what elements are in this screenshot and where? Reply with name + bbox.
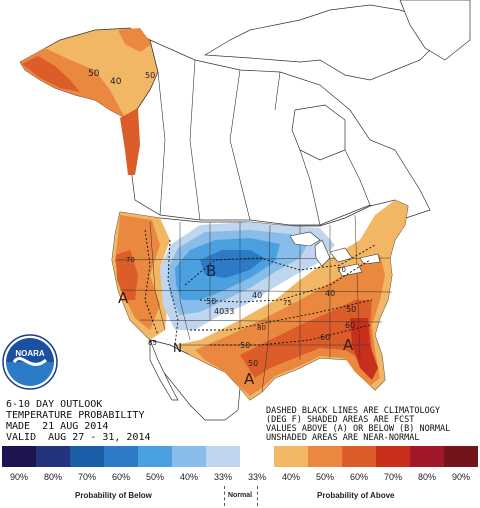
- label-s60: 60: [320, 333, 330, 342]
- legend-swatches: [2, 446, 478, 467]
- greenland: [399, 0, 471, 61]
- label-c4033: 4033: [214, 307, 234, 316]
- outlook-made: MADE 21 AUG 2014: [6, 421, 109, 432]
- below-caption: Probability of Below: [75, 491, 152, 500]
- outlook-title: 6-10 DAY OUTLOOK: [6, 399, 103, 410]
- outlook-subtitle: TEMPERATURE PROBABILITY: [6, 410, 145, 421]
- legend-swatch-5: [172, 446, 206, 467]
- label-c50: 50: [206, 297, 216, 306]
- label-clim75: 75: [283, 299, 292, 307]
- legend-swatch-11: [376, 446, 410, 467]
- label-c40: 40: [252, 291, 262, 300]
- legend-swatch-13: [444, 446, 478, 467]
- logo-text: NOARA: [15, 349, 45, 358]
- note-line-1: DASHED BLACK LINES ARE CLIMATOLOGY: [266, 406, 440, 416]
- canada-islands: [203, 4, 441, 81]
- legend-tick-12: 80%: [417, 472, 436, 482]
- label-n: N: [173, 341, 182, 355]
- label-alaska-50b: 50: [145, 71, 155, 80]
- normal-divider-left: [224, 486, 225, 506]
- great-lakes: [289, 231, 381, 277]
- probability-legend: 90% 80% 70% 60% 50% 40% 33% 33% 40% 50% 60% 70% 80% 9…: [0, 446, 480, 508]
- label-clim70: 70: [337, 266, 346, 274]
- legend-swatch-10: [342, 446, 376, 467]
- label-north-B: B: [206, 262, 216, 280]
- legend-tick-4: 50%: [145, 472, 164, 482]
- legend-swatch-6: [206, 446, 240, 467]
- bc-coast-above: [120, 108, 140, 175]
- province-lines: [157, 59, 371, 226]
- alaska-above-60: [22, 56, 80, 92]
- map-text: 50 40 50 A A A B N 50 4033 40 40 50 50 6…: [88, 69, 356, 388]
- alaska-above-50-south: [118, 28, 152, 52]
- map-canvas: 50 40 50 A A A B N 50 4033 40 40 50 50 6…: [19, 0, 471, 421]
- se-above-60: [240, 300, 372, 378]
- legend-tick-10: 60%: [349, 472, 368, 482]
- outlook-valid: VALID AUG 27 - 31, 2014: [6, 432, 151, 443]
- label-w70: 70: [126, 256, 135, 264]
- west-above-50: [115, 215, 160, 330]
- label-e40: 40: [325, 289, 335, 298]
- note-line-2: (DEG F) SHADED AREAS ARE FCST: [266, 415, 415, 425]
- legend-tick-7: 33%: [247, 472, 266, 482]
- legend-swatch-7: [240, 446, 274, 467]
- label-se60: 60: [345, 321, 355, 330]
- legend-swatch-1: [36, 446, 70, 467]
- legend-swatch-4: [138, 446, 172, 467]
- above-caption: Probability of Above: [317, 491, 395, 500]
- map-notes: DASHED BLACK LINES ARE CLIMATOLOGY (DEG F…: [266, 407, 450, 443]
- label-clim80: 80: [257, 324, 266, 332]
- legend-tick-5: 40%: [179, 472, 198, 482]
- label-alaska-50: 50: [88, 69, 100, 79]
- label-clim85: 85: [148, 339, 157, 347]
- legend-swatch-8: [274, 446, 308, 467]
- legend-tick-1: 80%: [43, 472, 62, 482]
- outlook-map: 50 40 50 A A A B N 50 4033 40 40 50 50 6…: [2, 0, 471, 443]
- nc-below-60: [200, 250, 265, 278]
- label-alaska-40: 40: [110, 77, 122, 87]
- label-s50b: 50: [248, 359, 258, 368]
- legend-tick-8: 40%: [281, 472, 300, 482]
- legend-swatch-0: [2, 446, 36, 467]
- outlook-info: 6-10 DAY OUTLOOK TEMPERATURE PROBABILITY M…: [6, 399, 151, 443]
- label-south-A: A: [244, 370, 255, 388]
- label-e50: 50: [346, 305, 356, 314]
- legend-tick-11: 70%: [383, 472, 402, 482]
- baja: [149, 339, 179, 401]
- noaa-logo-icon: NOARA: [2, 334, 58, 390]
- legend-swatch-12: [410, 446, 444, 467]
- se-above-50: [195, 255, 385, 396]
- west-above-60: [116, 250, 138, 300]
- legend-swatch-3: [104, 446, 138, 467]
- label-southeast-A: A: [343, 336, 354, 354]
- legend-tick-2: 70%: [77, 472, 96, 482]
- legend-ticks: 90% 80% 70% 60% 50% 40% 33% 33% 40% 50% 60% 70% 80% 9…: [2, 472, 478, 482]
- note-line-4: UNSHADED AREAS ARE NEAR-NORMAL: [266, 433, 420, 443]
- legend-tick-6: 33%: [213, 472, 232, 482]
- legend-swatch-9: [308, 446, 342, 467]
- normal-caption: Normal: [228, 492, 253, 499]
- label-west-A: A: [118, 289, 129, 307]
- normal-divider-right: [257, 486, 258, 506]
- legend-swatch-2: [70, 446, 104, 467]
- climatology-lines: [144, 229, 376, 346]
- legend-tick-9: 50%: [315, 472, 334, 482]
- legend-tick-13: 90%: [451, 472, 470, 482]
- legend-tick-3: 60%: [111, 472, 130, 482]
- hudson-bay: [291, 104, 346, 161]
- legend-tick-0: 90%: [9, 472, 28, 482]
- note-line-3: VALUES ABOVE (A) OR BELOW (B) NORMAL: [266, 424, 451, 434]
- label-s50: 50: [240, 341, 250, 350]
- se-above-70: [350, 318, 378, 380]
- state-lines: [114, 214, 393, 393]
